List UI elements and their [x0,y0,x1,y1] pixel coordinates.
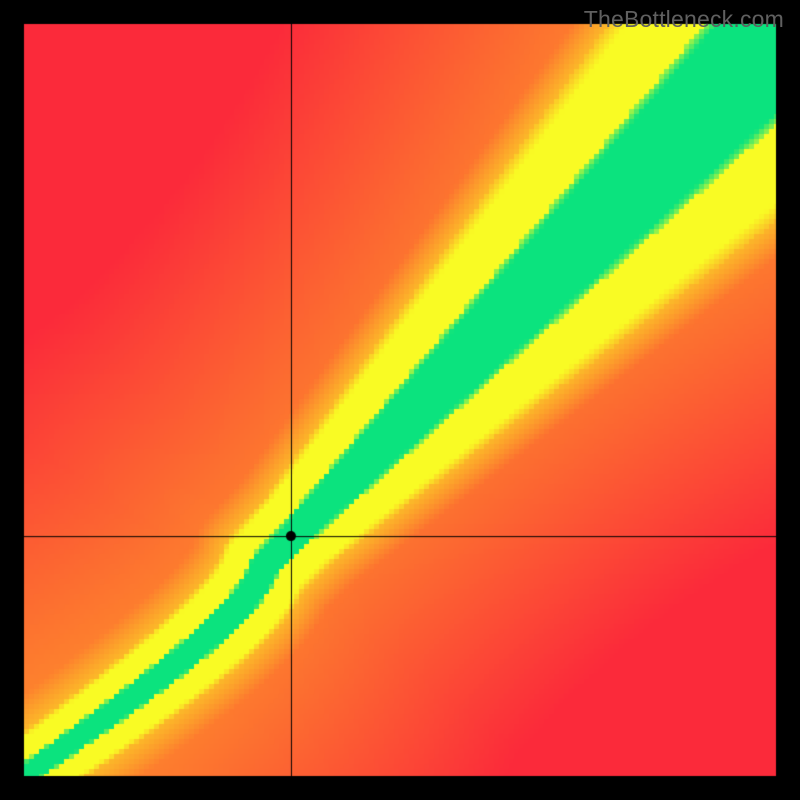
watermark: TheBottleneck.com [584,6,784,33]
chart-container: TheBottleneck.com [0,0,800,800]
bottleneck-heatmap-canvas [0,0,800,800]
